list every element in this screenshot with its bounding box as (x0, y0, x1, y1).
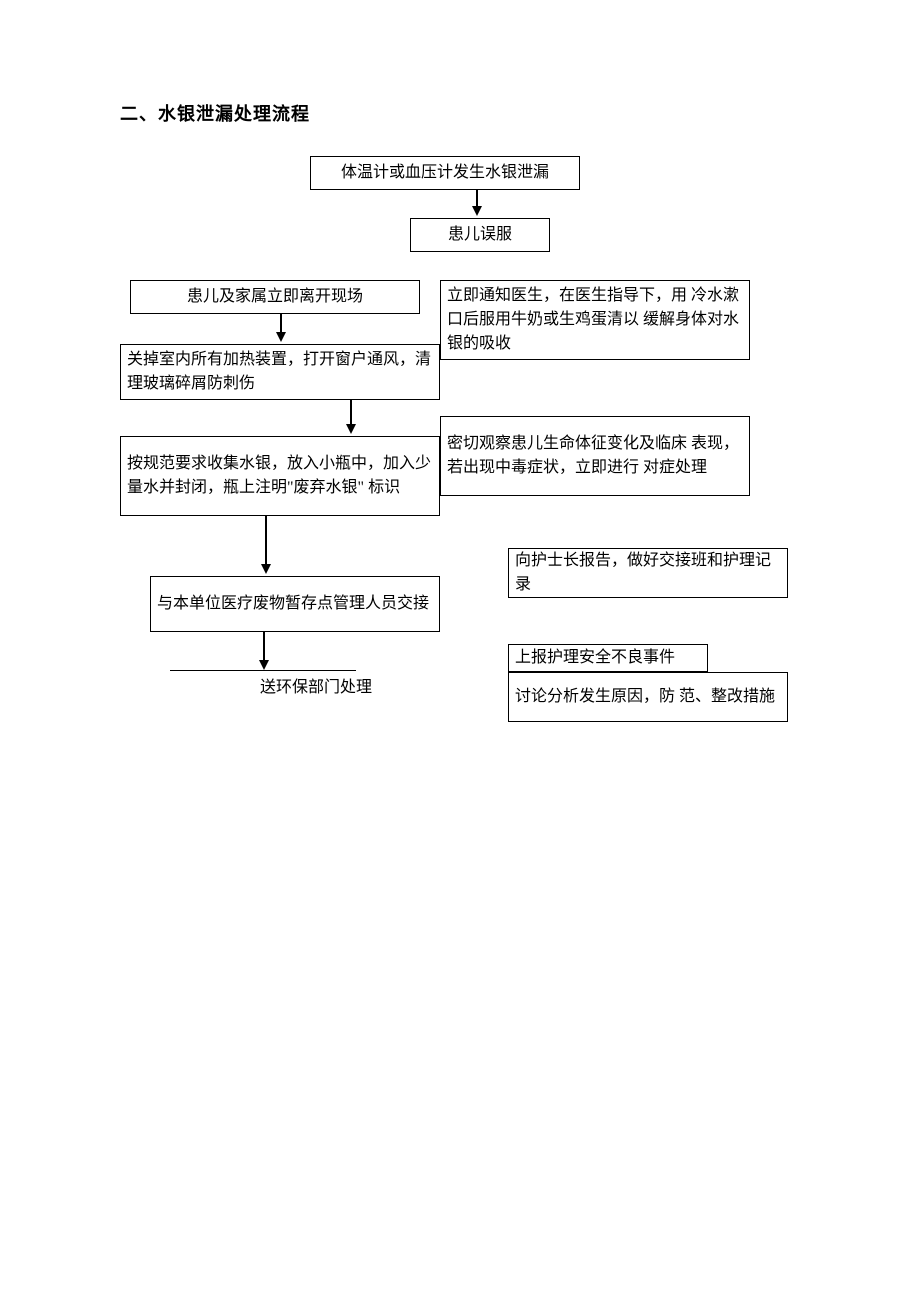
node-env: 送环保部门处理 (260, 676, 460, 700)
arrow-line (263, 632, 265, 662)
arrow-head-icon (259, 660, 269, 670)
node-start: 体温计或血压计发生水银泄漏 (310, 156, 580, 190)
section-title: 二、水银泄漏处理流程 (120, 100, 800, 126)
node-ventilate: 关掉室内所有加热装置，打开窗户通风，清理玻璃碎屑防刺伤 (120, 344, 440, 400)
node-observe: 密切观察患儿生命体征变化及临床 表现，若出现中毒症状，立即进行 对症处理 (440, 416, 750, 496)
flowchart: 体温计或血压计发生水银泄漏 患儿误服 患儿及家属立即离开现场 立即通知医生，在医… (120, 146, 800, 706)
arrow-line (265, 516, 267, 566)
node-ingestion: 患儿误服 (410, 218, 550, 252)
node-adverse: 上报护理安全不良事件 (508, 644, 708, 672)
arrow-head-icon (261, 564, 271, 574)
arrow-head-icon (276, 332, 286, 342)
hline (170, 670, 356, 671)
node-leave: 患儿及家属立即离开现场 (130, 280, 420, 314)
node-collect: 按规范要求收集水银，放入小瓶中，加入少量水并封闭，瓶上注明"废弃水银" 标识 (120, 436, 440, 516)
arrow-head-icon (346, 424, 356, 434)
node-notify: 立即通知医生，在医生指导下，用 冷水漱口后服用牛奶或生鸡蛋清以 缓解身体对水银的… (440, 280, 750, 360)
node-report-nurse: 向护士长报告，做好交接班和护理记录 (508, 548, 788, 598)
node-discuss: 讨论分析发生原因，防 范、整改措施 (508, 672, 788, 722)
arrow-head-icon (472, 206, 482, 216)
arrow-line (350, 400, 352, 426)
arrow-line (280, 314, 282, 334)
node-handover: 与本单位医疗废物暂存点管理人员交接 (150, 576, 440, 632)
